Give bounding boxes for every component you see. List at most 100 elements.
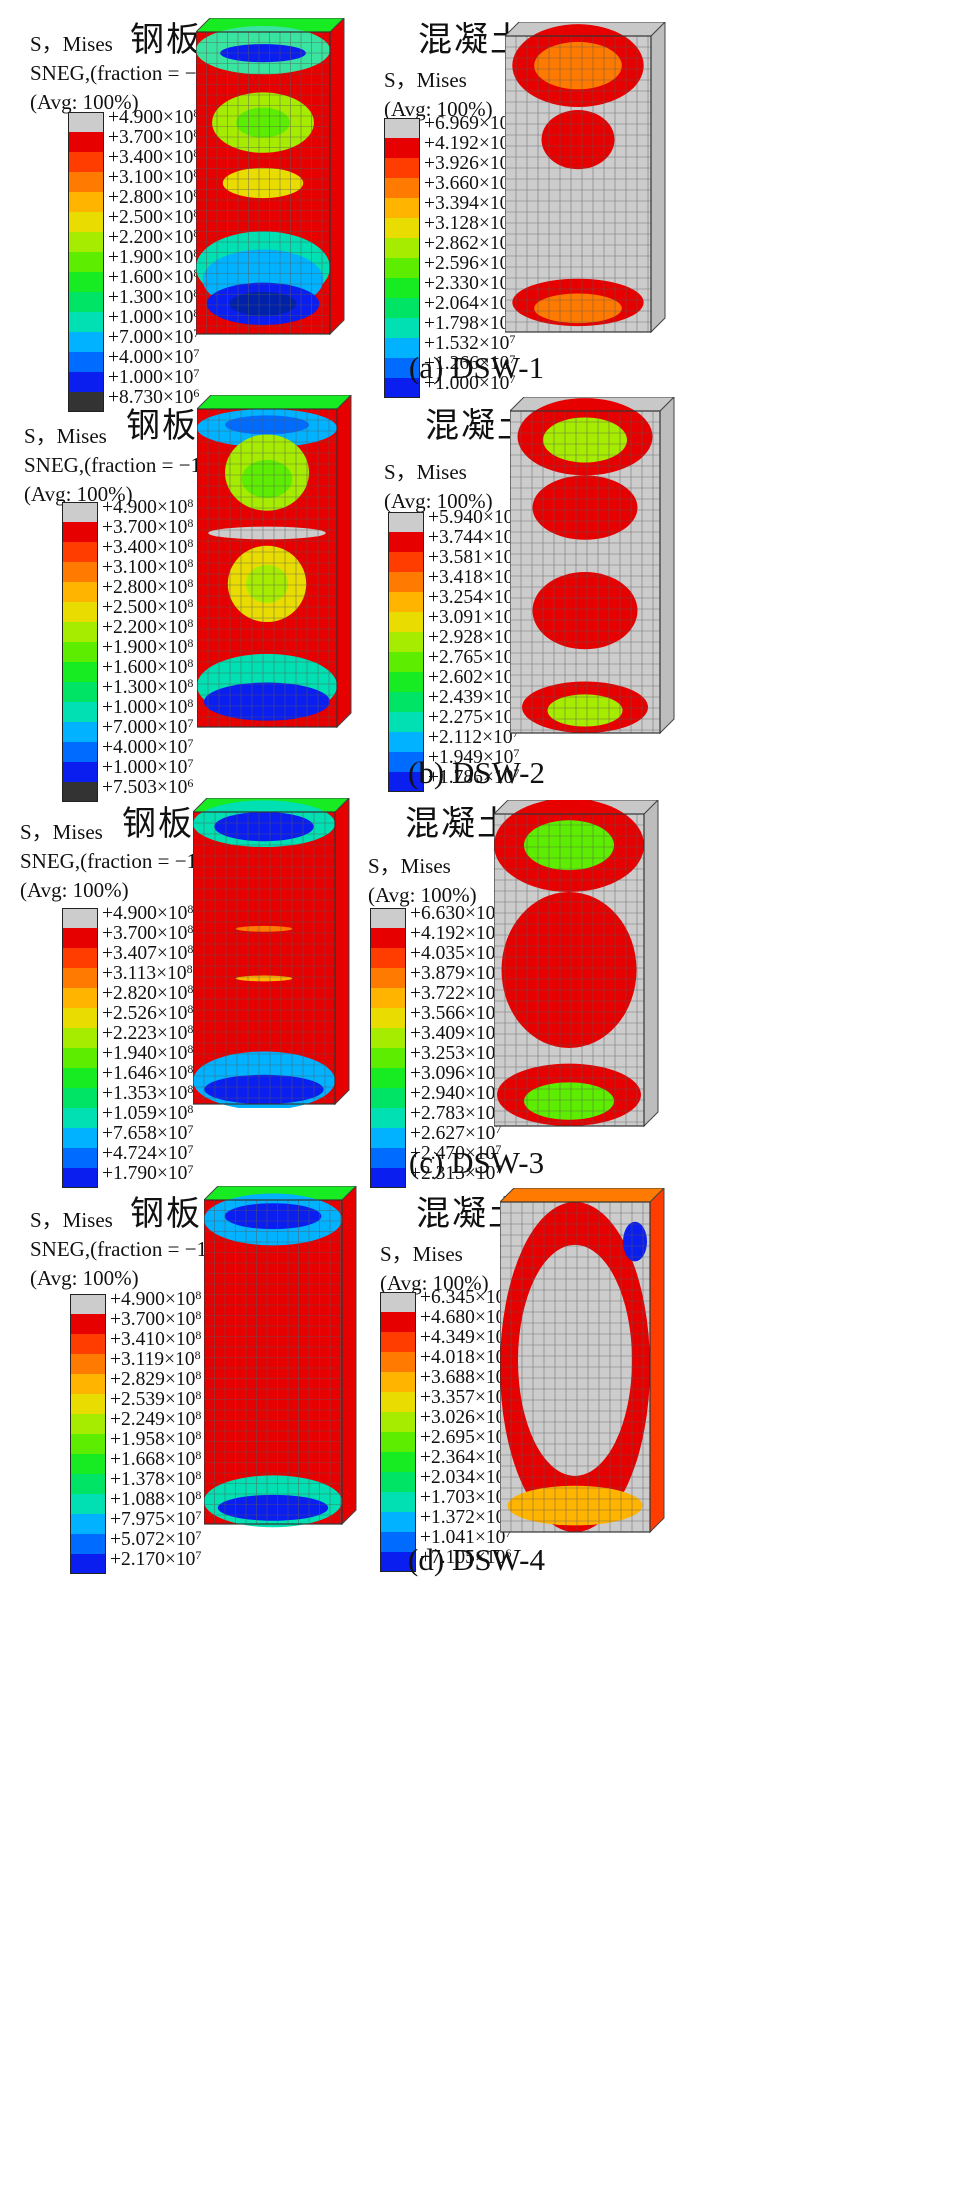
- panel-caption: (c) DSW-3: [408, 1145, 545, 1180]
- steel-legend-swatch: [62, 1148, 98, 1168]
- steel-legend-times: ×10: [162, 107, 194, 128]
- concrete-legend-mantissa: +3.091: [428, 607, 483, 628]
- concrete-legend-mantissa: +5.940: [428, 507, 483, 528]
- concrete-legend-value: +3.688×107: [420, 1367, 511, 1389]
- steel-header-line: SNEG,(fraction = −1.0): [30, 1237, 230, 1261]
- concrete-mesh-grid: [505, 35, 651, 332]
- steel-legend-mantissa: +1.900: [108, 247, 163, 268]
- concrete-legend-value: +2.596×107: [424, 253, 515, 275]
- steel-header-line: S，Mises: [30, 1208, 113, 1232]
- concrete-legend-value: +3.357×107: [420, 1387, 511, 1409]
- concrete-legend-value: +3.744×107: [428, 527, 519, 549]
- steel-plate-mesh-grid: [197, 408, 337, 727]
- concrete-legend-value: +3.128×107: [424, 213, 515, 235]
- steel-legend-exponent: 8: [187, 656, 194, 670]
- panel-caption: (d) DSW-4: [408, 1542, 545, 1577]
- steel-legend-times: ×10: [156, 517, 188, 538]
- steel-plate-front-face: [197, 408, 338, 728]
- concrete-side-face: [649, 1188, 665, 1534]
- concrete-legend-swatch: [370, 1148, 406, 1168]
- steel-legend-mantissa: +1.790: [102, 1163, 157, 1184]
- concrete-legend-times: ×10: [464, 1083, 496, 1104]
- concrete-legend-mantissa: +2.439: [428, 687, 483, 708]
- concrete-legend-mantissa: +3.660: [424, 173, 479, 194]
- steel-legend-mantissa: +3.700: [108, 127, 163, 148]
- steel-legend-mantissa: +5.072: [110, 1529, 165, 1550]
- steel-plate-outline: [197, 408, 338, 728]
- concrete-legend-value: +2.330×107: [424, 273, 515, 295]
- steel-legend-exponent: 8: [187, 616, 194, 630]
- concrete-legend-swatch: [370, 1128, 406, 1148]
- steel-legend-exponent: 7: [187, 1162, 194, 1176]
- concrete-legend-times: ×10: [482, 707, 514, 728]
- concrete-legend-mantissa: +2.695: [420, 1427, 475, 1448]
- steel-plate-mesh-grid: [196, 31, 330, 334]
- steel-plate-contour-model: [197, 395, 352, 729]
- concrete-header-line: (Avg: 100%): [380, 1271, 489, 1295]
- steel-legend-value: +1.900×108: [108, 247, 199, 269]
- steel-legend-exponent: 8: [187, 1042, 194, 1056]
- steel-header: S，Mises SNEG,(fraction = −1.0) (Avg: 100%): [20, 818, 220, 905]
- steel-legend-mantissa: +2.500: [102, 597, 157, 618]
- steel-legend-value: +1.900×108: [102, 637, 193, 659]
- steel-legend-exponent: 8: [195, 1468, 202, 1482]
- steel-legend-exponent: 8: [195, 1428, 202, 1442]
- steel-legend-times: ×10: [162, 307, 194, 328]
- steel-legend-times: ×10: [156, 657, 188, 678]
- steel-legend-value: +1.000×107: [102, 757, 193, 779]
- steel-legend-swatch: [62, 908, 98, 928]
- concrete-legend-times: ×10: [474, 1387, 506, 1408]
- steel-legend-swatch: [62, 722, 98, 742]
- steel-legend-value: +4.000×107: [102, 737, 193, 759]
- steel-legend-value: +3.700×108: [108, 127, 199, 149]
- steel-legend-times: ×10: [156, 983, 188, 1004]
- concrete-legend-value: +1.798×107: [424, 313, 515, 335]
- steel-legend-value: +4.724×107: [102, 1143, 193, 1165]
- steel-legend-times: ×10: [156, 1123, 188, 1144]
- concrete-top-face: [500, 1188, 665, 1203]
- steel-legend-times: ×10: [164, 1509, 196, 1530]
- concrete-legend-swatch: [370, 1048, 406, 1068]
- concrete-legend-times: ×10: [478, 313, 510, 334]
- steel-legend-swatch: [68, 112, 104, 132]
- concrete-legend-value: +2.928×107: [428, 627, 519, 649]
- concrete-legend-value: +3.096×107: [410, 1063, 501, 1085]
- steel-plate-title: 钢板: [122, 804, 194, 844]
- steel-legend-swatch: [68, 232, 104, 252]
- steel-plate-front-face: [193, 800, 336, 1108]
- concrete-legend-times: ×10: [464, 923, 496, 944]
- concrete-legend-value: +1.786×107: [428, 767, 519, 789]
- steel-legend-mantissa: +4.900: [102, 497, 157, 518]
- steel-legend-swatch: [62, 762, 98, 782]
- concrete-legend-times: ×10: [478, 133, 510, 154]
- concrete-legend-times: ×10: [482, 607, 514, 628]
- steel-legend-value: +1.378×108: [110, 1469, 201, 1491]
- steel-legend-mantissa: +1.940: [102, 1043, 157, 1064]
- concrete-title: 混凝土: [405, 804, 513, 844]
- steel-legend-exponent: 8: [195, 1368, 202, 1382]
- concrete-legend-mantissa: +2.470: [410, 1143, 465, 1164]
- concrete-legend-times: ×10: [464, 1103, 496, 1124]
- steel-legend-times: ×10: [162, 147, 194, 168]
- steel-header-line: S，Mises: [30, 32, 113, 56]
- concrete-stress-zone: [532, 475, 638, 540]
- steel-legend-mantissa: +2.526: [102, 1003, 157, 1024]
- steel-legend-mantissa: +3.100: [102, 557, 157, 578]
- steel-legend-swatch: [62, 1028, 98, 1048]
- steel-legend-mantissa: +2.800: [102, 577, 157, 598]
- concrete-legend-mantissa: +4.018: [420, 1347, 475, 1368]
- concrete-legend-value: +1.041×107: [420, 1527, 511, 1549]
- steel-legend-mantissa: +1.353: [102, 1083, 157, 1104]
- concrete-legend-mantissa: +2.112: [428, 727, 483, 748]
- concrete-legend-mantissa: +1.786: [428, 767, 483, 788]
- concrete-legend-value: +3.418×107: [428, 567, 519, 589]
- concrete-legend-mantissa: +1.041: [420, 1527, 475, 1548]
- steel-legend-value: +1.600×108: [102, 657, 193, 679]
- concrete-legend-times: ×10: [474, 1427, 506, 1448]
- concrete-outline: [510, 410, 661, 734]
- concrete-legend-swatch: [384, 238, 420, 258]
- steel-legend-value: +7.000×107: [102, 717, 193, 739]
- concrete-legend-swatch: [388, 652, 424, 672]
- steel-legend-times: ×10: [156, 1043, 188, 1064]
- concrete-legend-swatch: [388, 632, 424, 652]
